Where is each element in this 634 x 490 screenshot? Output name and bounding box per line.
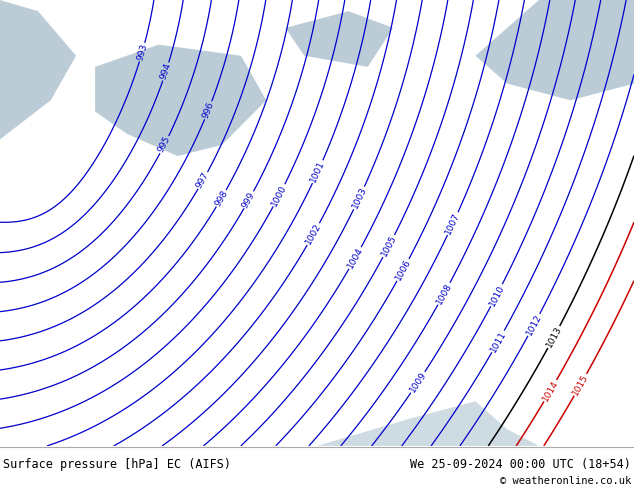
Text: 1010: 1010 bbox=[488, 283, 506, 308]
Text: 994: 994 bbox=[159, 62, 173, 81]
Text: 1006: 1006 bbox=[394, 258, 413, 282]
Text: 1005: 1005 bbox=[380, 234, 398, 258]
Text: 1007: 1007 bbox=[444, 211, 462, 236]
Text: 999: 999 bbox=[241, 190, 257, 210]
Text: 1002: 1002 bbox=[304, 222, 323, 246]
Polygon shape bbox=[285, 11, 393, 67]
Text: 995: 995 bbox=[157, 135, 172, 154]
Polygon shape bbox=[317, 401, 539, 446]
Polygon shape bbox=[95, 45, 266, 156]
Text: 1000: 1000 bbox=[270, 183, 288, 208]
Text: 1008: 1008 bbox=[434, 282, 453, 306]
Polygon shape bbox=[0, 0, 76, 139]
Text: 1015: 1015 bbox=[571, 372, 590, 397]
Text: 1004: 1004 bbox=[346, 246, 365, 270]
Text: We 25-09-2024 00:00 UTC (18+54): We 25-09-2024 00:00 UTC (18+54) bbox=[410, 458, 631, 471]
Text: 996: 996 bbox=[201, 100, 216, 120]
Text: 1009: 1009 bbox=[408, 370, 428, 394]
Text: 997: 997 bbox=[195, 171, 211, 190]
Text: 998: 998 bbox=[213, 189, 230, 208]
Text: © weatheronline.co.uk: © weatheronline.co.uk bbox=[500, 476, 631, 487]
Text: 1011: 1011 bbox=[488, 329, 508, 354]
Text: 1003: 1003 bbox=[350, 186, 368, 210]
Text: 1013: 1013 bbox=[545, 325, 563, 349]
Text: 1014: 1014 bbox=[541, 379, 560, 403]
Polygon shape bbox=[476, 0, 634, 100]
Text: 1001: 1001 bbox=[309, 159, 327, 184]
Text: 993: 993 bbox=[136, 43, 149, 62]
Text: Surface pressure [hPa] EC (AIFS): Surface pressure [hPa] EC (AIFS) bbox=[3, 458, 231, 471]
Text: 1012: 1012 bbox=[524, 313, 543, 337]
